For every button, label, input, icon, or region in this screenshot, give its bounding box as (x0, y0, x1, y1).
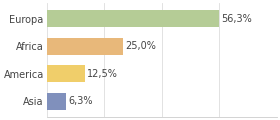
Text: 56,3%: 56,3% (222, 14, 252, 24)
Text: 6,3%: 6,3% (68, 96, 93, 106)
Bar (46, 38, 123, 55)
Bar (46, 93, 66, 110)
Bar (46, 10, 219, 27)
Text: 12,5%: 12,5% (87, 69, 118, 79)
Bar (46, 65, 85, 82)
Text: 25,0%: 25,0% (126, 41, 157, 51)
